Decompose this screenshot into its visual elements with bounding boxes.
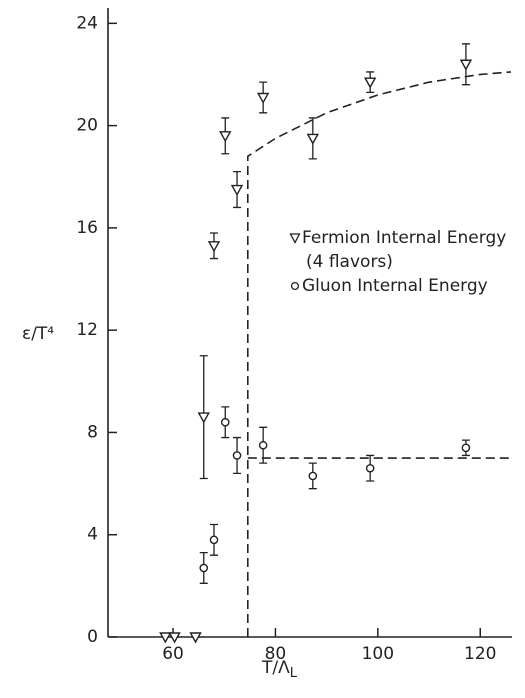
x-tick-label: 80 [265, 644, 287, 664]
legend-marker [289, 233, 301, 244]
legend-label: Fermion Internal Energy [302, 228, 506, 248]
legend-note: (4 flavors) [306, 252, 393, 272]
x-tick-label: 60 [162, 644, 184, 664]
point [159, 632, 172, 644]
x-tick-label: 100 [362, 644, 394, 664]
fit-line [246, 71, 512, 637]
point [306, 133, 320, 145]
point [363, 77, 377, 89]
point [197, 412, 210, 424]
x-axis-label: T/ΛL [261, 658, 298, 681]
point [220, 417, 230, 427]
y-tick-label: 16 [76, 218, 98, 238]
y-tick-label: 12 [76, 320, 98, 340]
y-tick-label: 20 [76, 116, 98, 136]
x-tick-label: 120 [464, 644, 496, 664]
legend-label: Gluon Internal Energy [302, 276, 488, 296]
y-axis-label: ε/T⁴ [22, 324, 54, 344]
legend-marker [290, 281, 300, 291]
y-tick-label: 4 [87, 525, 98, 545]
point [230, 184, 244, 196]
point [256, 92, 270, 104]
y-tick-label: 8 [87, 422, 98, 442]
point [189, 632, 202, 644]
point [365, 463, 375, 473]
point [209, 535, 219, 545]
point [461, 443, 471, 453]
y-tick-label: 0 [87, 627, 98, 647]
point [459, 59, 473, 71]
point [168, 632, 181, 644]
point [258, 440, 268, 450]
point [232, 451, 242, 460]
point [219, 131, 232, 143]
point [308, 471, 318, 481]
y-tick-label: 24 [76, 13, 98, 33]
point [199, 563, 209, 573]
point [207, 241, 221, 253]
